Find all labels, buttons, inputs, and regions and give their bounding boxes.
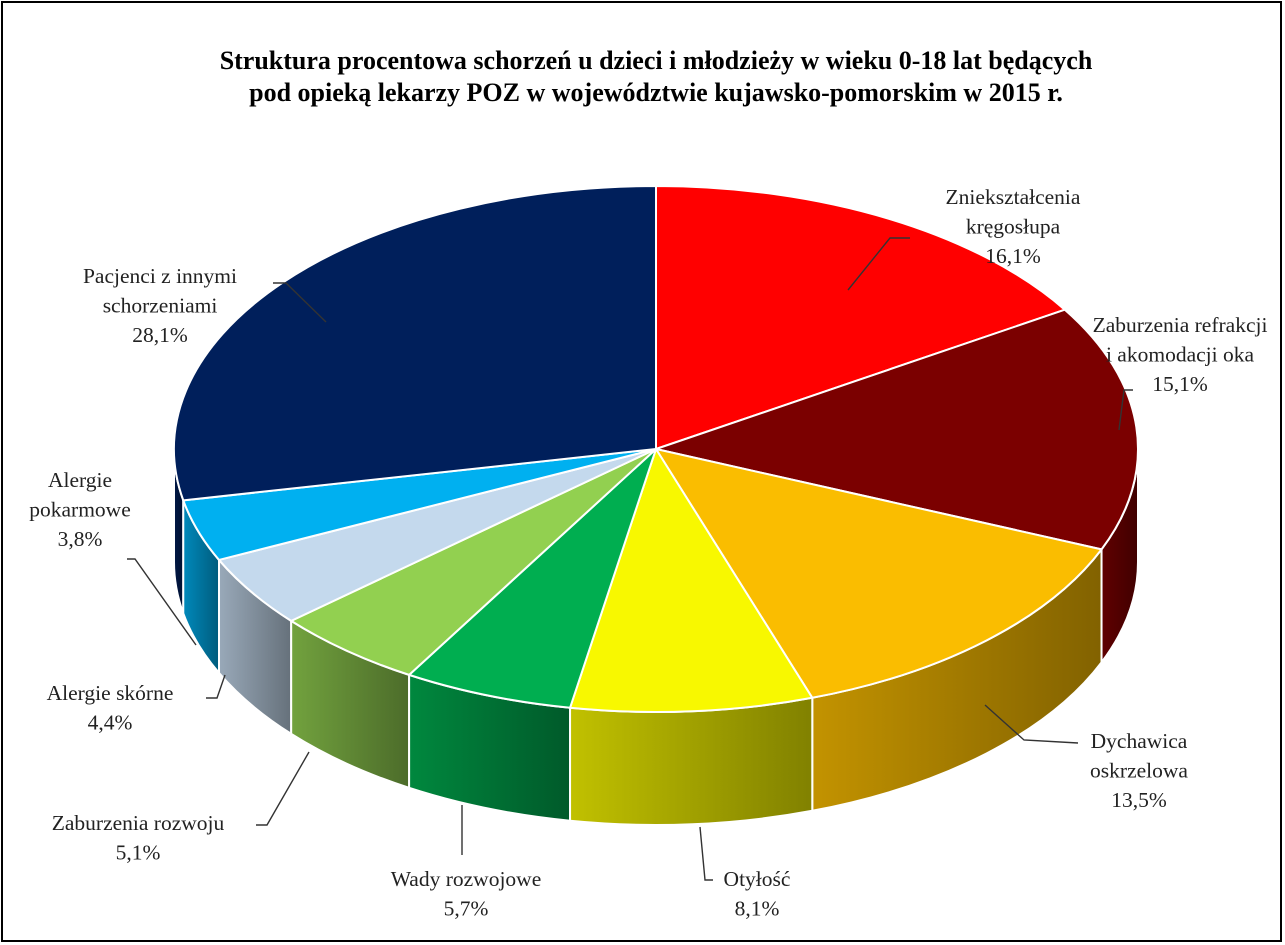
pie-slice-8 xyxy=(173,185,657,502)
data-label-name-4-0: Wady rozwojowe xyxy=(391,867,542,891)
data-label-name-8-0: Pacjenci z innymi xyxy=(83,264,237,288)
pie-slice-5 xyxy=(290,448,657,676)
data-label-name-2-0: Dychawica xyxy=(1091,729,1188,753)
data-label-name-8-1: schorzeniami xyxy=(103,294,218,318)
leader-line-7 xyxy=(127,558,197,646)
data-label-value-0: 16,1% xyxy=(985,244,1041,268)
pie-tops xyxy=(173,185,1139,713)
leader-line-1 xyxy=(1118,389,1133,431)
pie-slice-3 xyxy=(569,448,814,713)
data-label-value-4: 5,7% xyxy=(444,897,489,921)
pie-slice-1 xyxy=(655,308,1139,551)
data-label-value-8: 28,1% xyxy=(132,323,188,347)
data-label-name-7-1: pokarmowe xyxy=(29,498,131,522)
pie-sides xyxy=(173,448,1139,826)
data-label-value-7: 3,8% xyxy=(58,527,103,551)
chart-title-line-1: Struktura procentowa schorzeń u dzieci i… xyxy=(220,46,1093,75)
chart-title-line-2: pod opieką lekarzy POZ w województwie ku… xyxy=(249,78,1063,107)
pie-slice-2 xyxy=(655,448,1103,699)
data-label-name-0-1: kręgosłupa xyxy=(966,215,1061,239)
pie-slice-4 xyxy=(408,448,657,709)
data-label-name-1-0: Zaburzenia refrakcji xyxy=(1093,313,1268,337)
data-label-name-0-0: Zniekształcenia xyxy=(946,185,1081,209)
leader-line-6 xyxy=(206,674,226,699)
pie-slice-0 xyxy=(655,185,1066,450)
data-label-value-2: 13,5% xyxy=(1111,788,1167,812)
data-label-value-5: 5,1% xyxy=(116,841,161,865)
leader-line-3 xyxy=(699,826,713,881)
data-label-name-7-0: Alergie xyxy=(48,468,112,492)
data-label-name-1-1: i akomodacji oka xyxy=(1106,343,1255,367)
data-label-value-1: 15,1% xyxy=(1152,372,1208,396)
pie-side-3 xyxy=(569,696,814,826)
leader-line-5 xyxy=(256,751,310,826)
data-label-name-2-1: oskrzelowa xyxy=(1090,759,1188,783)
data-label-name-6-0: Alergie skórne xyxy=(47,681,174,705)
data-label-name-5-0: Zaburzenia rozwoju xyxy=(52,811,225,835)
data-label-value-3: 8,1% xyxy=(735,897,780,921)
leader-line-8 xyxy=(273,282,327,323)
data-label-name-3-0: Otyłość xyxy=(724,867,791,891)
leader-line-2 xyxy=(984,704,1079,744)
pie-labels: Zniekształcenia kręgosłupa 16,1% Zaburzenia… xyxy=(29,185,1267,921)
leader-line-0 xyxy=(847,237,910,291)
data-label-value-6: 4,4% xyxy=(88,711,133,735)
